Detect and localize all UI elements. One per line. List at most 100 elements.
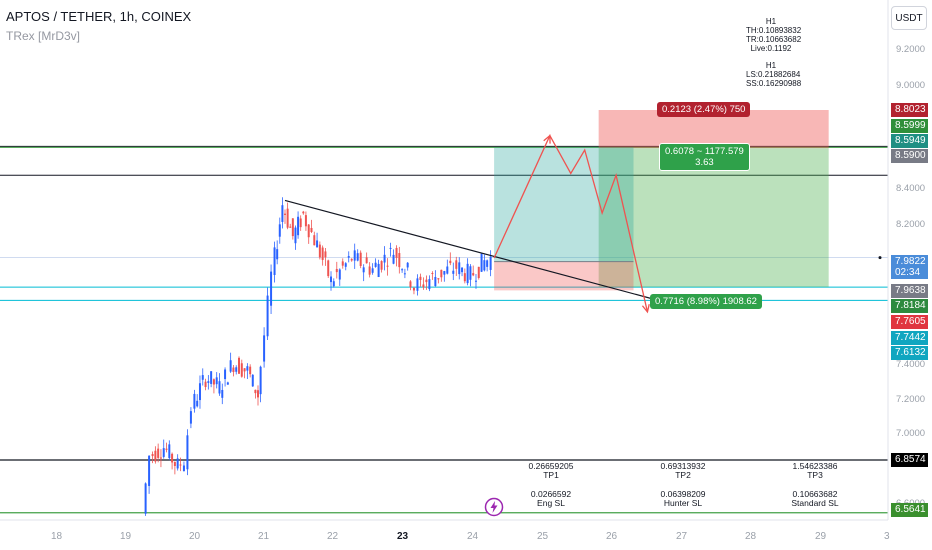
time-label: 24 (467, 531, 479, 542)
price-tick: 7.0000 (896, 428, 926, 439)
take-profit-label[interactable]: 0.7716 (8.98%) 1908.62 (650, 294, 762, 309)
candle-body (254, 389, 257, 394)
price-tag: 7.7605 (891, 315, 928, 329)
candle-body (409, 281, 412, 288)
candle-body (157, 448, 160, 458)
candle-body (259, 366, 262, 395)
info-line: LS:0.21882684 (746, 70, 801, 79)
candle-body (356, 253, 359, 261)
candle-body (162, 448, 165, 457)
time-label: 26 (606, 531, 618, 542)
candle-body (437, 278, 440, 280)
lightning-icon[interactable] (484, 497, 504, 517)
candle-body (368, 266, 371, 275)
candle-body (186, 435, 189, 470)
price-tag: 8.5949 (891, 134, 928, 148)
candle-body (472, 273, 475, 276)
candle-body (443, 271, 446, 275)
candle-body (425, 279, 428, 283)
candle-body (416, 278, 419, 291)
candle-body (452, 270, 455, 274)
long-stop-zone (494, 261, 634, 291)
price-tick: 9.0000 (896, 80, 926, 91)
candle-body (386, 265, 389, 267)
candle-body (281, 205, 284, 222)
candle-body (229, 360, 232, 372)
candle-body (278, 224, 281, 237)
candle-body (350, 258, 353, 261)
candle-body (151, 454, 154, 457)
candle-body (332, 281, 335, 287)
candle-body (171, 453, 174, 463)
stop-loss-label[interactable]: 0.2123 (2.47%) 750 (657, 102, 751, 117)
candle-body (291, 218, 294, 237)
entry-label[interactable]: 0.6078 ~ 1177.579 3.63 (659, 143, 750, 171)
currency-button[interactable]: USDT (891, 6, 927, 30)
candle-body (335, 268, 338, 273)
candle-body (458, 262, 461, 275)
candle-body (313, 235, 316, 246)
candle-body (419, 276, 422, 280)
price-tag: 7.6132 (891, 346, 928, 360)
sl2-block: 0.06398209 Hunter SL (648, 490, 718, 508)
candle-body (238, 357, 241, 374)
indicator-info-top: H1 TH:0.10893832 TR:0.10663682 Live:0.11… (746, 17, 801, 53)
time-label: 27 (676, 531, 688, 542)
candle-body (321, 247, 324, 260)
candle-body (330, 276, 333, 283)
symbol-title[interactable]: APTOS / TETHER, 1h, COINEX (6, 9, 192, 24)
candle-body (232, 367, 235, 373)
price-tick: 7.2000 (896, 394, 926, 405)
price-tag: 7.7442 (891, 331, 928, 345)
time-label: 28 (745, 531, 757, 542)
candle-body (403, 273, 406, 275)
candle-body (412, 287, 415, 291)
time-label: 3 (884, 531, 890, 542)
candle-body (341, 261, 344, 266)
candle-body (165, 448, 168, 450)
candle-body (434, 276, 437, 287)
candle-body (148, 455, 151, 486)
candle-body (299, 218, 302, 228)
candle-body (249, 366, 252, 375)
candle-body (310, 227, 313, 232)
indicator-info-bottom: H1 LS:0.21882684 SS:0.16290988 (746, 61, 801, 88)
candle-body (374, 262, 377, 267)
candle-body (371, 268, 374, 273)
candle-body (307, 224, 310, 238)
candle-body (251, 374, 254, 387)
candle-body (273, 247, 276, 276)
candle-body (489, 256, 492, 270)
candle-body (215, 377, 218, 385)
candle-body (276, 249, 279, 260)
price-tag: 6.5641 (891, 503, 928, 517)
price-tick: 9.2000 (896, 44, 926, 55)
candle-body (176, 458, 179, 469)
candle-body (284, 213, 287, 215)
candle-body (338, 269, 341, 280)
candle-body (431, 273, 434, 275)
candle-body (461, 267, 464, 273)
info-line: H1 (765, 17, 777, 26)
candle-body (359, 252, 362, 266)
tp2-block: 0.69313932 TP2 (648, 462, 718, 480)
time-label: 19 (120, 531, 132, 542)
info-line: Live:0.1192 (750, 44, 792, 53)
indicator-name[interactable]: TRex [MrD3v] (6, 29, 81, 43)
candle-body (182, 465, 185, 471)
price-tag: 8.5900 (891, 149, 928, 163)
candle-body (168, 444, 171, 459)
candle-body (474, 280, 477, 282)
candle-body (362, 267, 365, 273)
candle-body (289, 226, 292, 228)
candle-body (154, 450, 157, 462)
candle-body (477, 266, 480, 278)
tp-value: 0.26659205 (528, 461, 574, 471)
candle-body (398, 253, 401, 268)
candle-body (235, 367, 238, 372)
candle-body (428, 279, 431, 290)
candle-body (406, 262, 409, 268)
candle-body (207, 381, 210, 383)
candle-body (286, 208, 289, 228)
